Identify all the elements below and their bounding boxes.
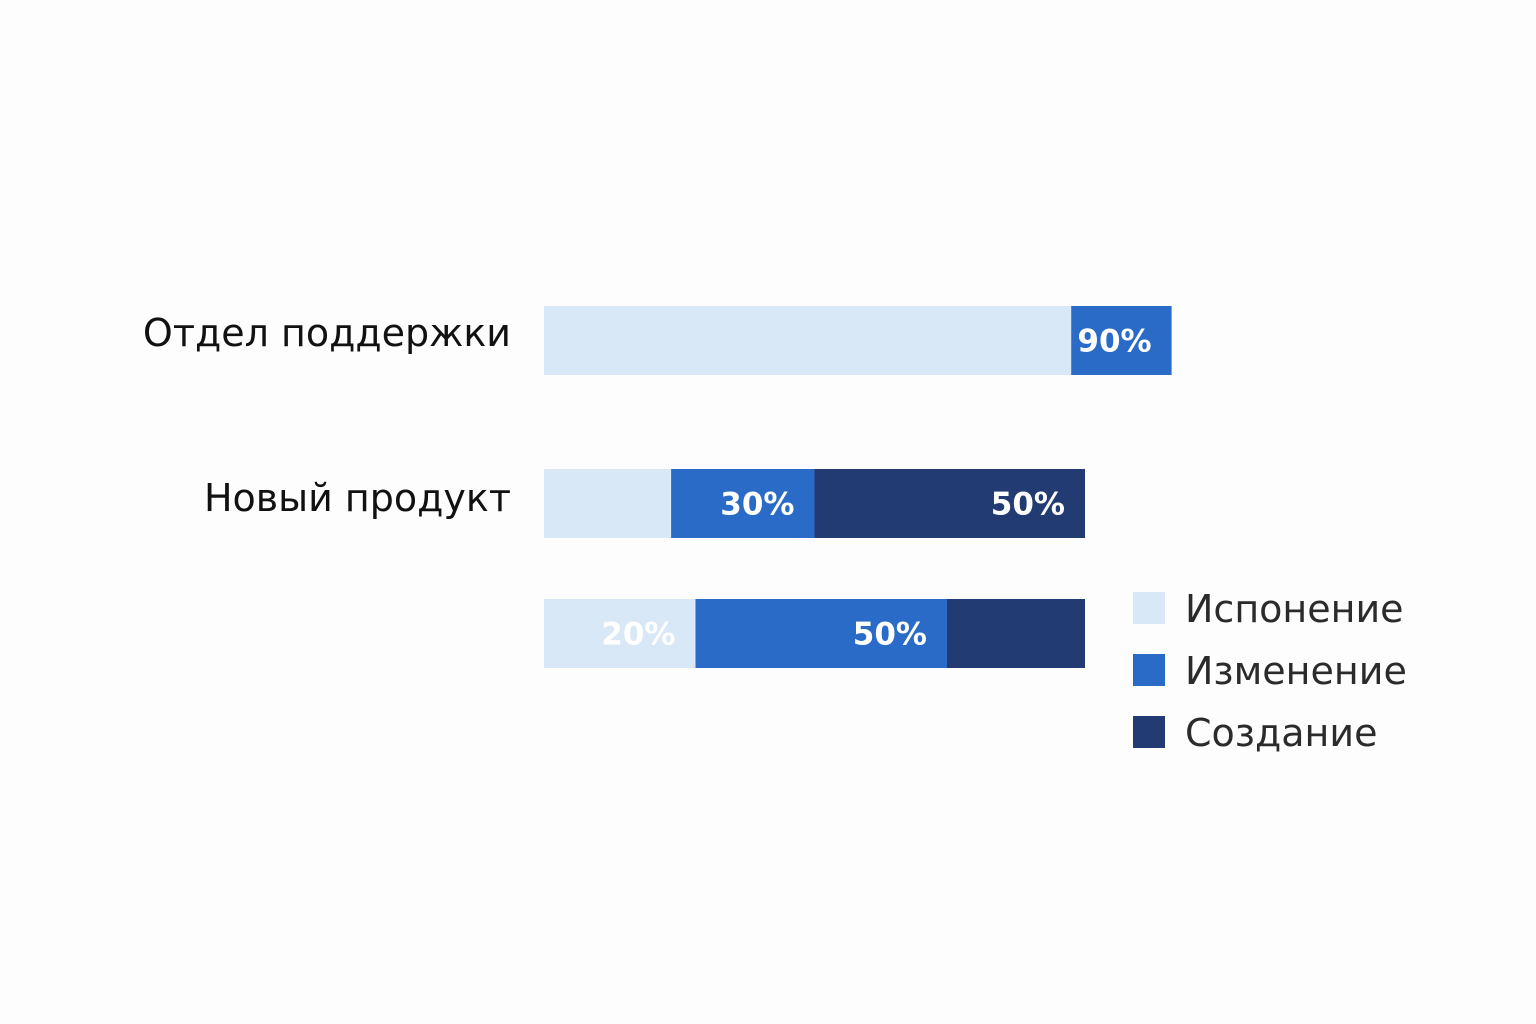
category-label-2: Новый продукт	[204, 476, 511, 520]
bar-segment-2-1	[544, 469, 672, 538]
legend-swatch-1	[1133, 592, 1165, 624]
legend: Испонение Изменение Создание	[1133, 587, 1407, 755]
legend-swatch-2	[1133, 654, 1165, 686]
data-label-2-3: 50%	[991, 487, 1065, 523]
data-label-2-2: 30%	[720, 487, 794, 523]
bar-segment-2-3	[814, 469, 1085, 538]
legend-label-2: Изменение	[1185, 649, 1407, 693]
data-label-3-2: 50%	[853, 617, 927, 653]
data-label-1-2: 90%	[1077, 324, 1151, 360]
data-label-3-1: 20%	[601, 617, 675, 653]
category-labels: Отдел поддержки Новый продукт	[143, 311, 511, 520]
bar-segment-1-1	[544, 306, 1072, 375]
bar-segment-3-1	[544, 599, 696, 668]
bar-segment-2-2	[671, 469, 815, 538]
bar-segment-1-2	[1071, 306, 1172, 375]
legend-swatch-3	[1133, 716, 1165, 748]
category-label-1: Отдел поддержки	[143, 311, 511, 355]
legend-label-1: Испонение	[1185, 587, 1404, 631]
bar-segment-3-2	[695, 599, 948, 668]
bars: 90% 30% 50% 20% 50%	[544, 306, 1172, 668]
bar-segment-3-3	[947, 599, 1085, 668]
legend-label-3: Создание	[1185, 711, 1377, 755]
